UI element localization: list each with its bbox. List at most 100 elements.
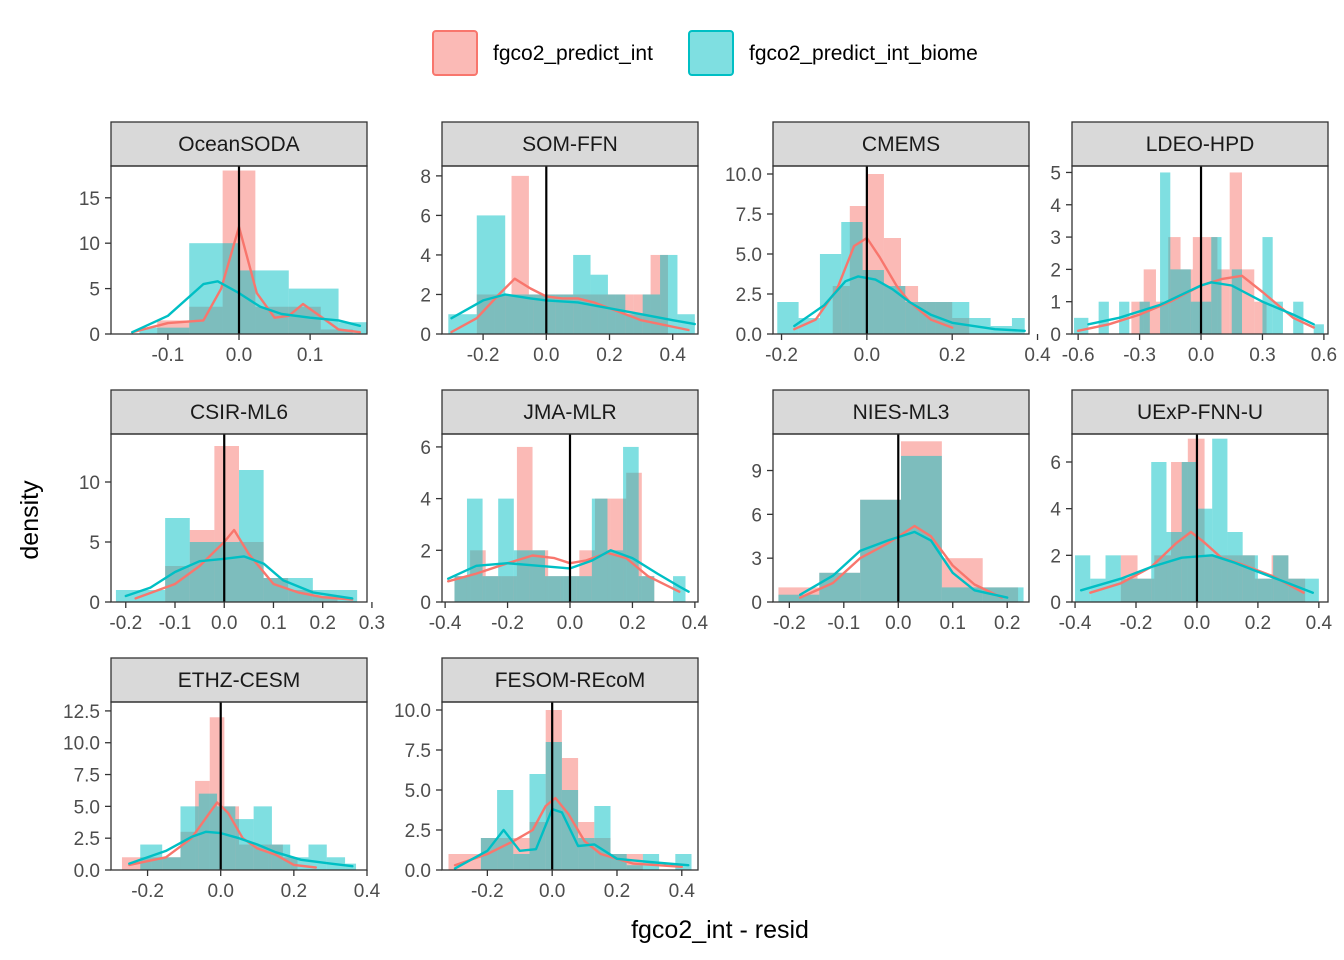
histogram-bar-jma-mlr-s1-b5	[529, 550, 546, 602]
legend: fgco2_predict_int fgco2_predict_int_biom…	[432, 30, 978, 76]
histogram-bar-ldeo-hpd-s1-b11	[1262, 237, 1273, 334]
x-tick-label-uexp-fnn-u-0: -0.4	[1059, 613, 1092, 634]
y-tick-label-jma-mlr-2: 4	[420, 490, 431, 511]
x-tick-label-csir-ml6-1: -0.1	[159, 613, 192, 634]
plot-area-jma-mlr	[447, 434, 690, 602]
y-tick-label-csir-ml6-0: 0	[89, 593, 100, 614]
histogram-bar-som-ffn-s1-b1	[476, 215, 506, 334]
y-tick-label-uexp-fnn-u-3: 6	[1050, 453, 1061, 474]
facet-strip-cmems	[772, 121, 1030, 167]
y-tick-label-nies-ml3-0: 0	[751, 593, 762, 614]
x-tick-label-oceansoda-1: 0.0	[226, 345, 252, 366]
histogram-bar-uexp-fnn-u-s1-b2	[1105, 555, 1121, 602]
y-tick-label-fesom-recom-1: 2.5	[405, 821, 431, 842]
histogram-bar-ldeo-hpd-s1-b6	[1180, 269, 1191, 334]
panel-ldeo-hpd: LDEO-HPD -0.6 -0.3 0.0 0.3 0.6 0 1 2 3 4 5	[1050, 121, 1337, 366]
histogram-bar-ldeo-hpd-s1-b5	[1170, 269, 1181, 334]
y-tick-label-ethz-cesm-1: 2.5	[74, 829, 100, 850]
x-tick-label-csir-ml6-4: 0.2	[309, 613, 335, 634]
y-tick-label-uexp-fnn-u-2: 4	[1050, 500, 1061, 521]
histogram-bar-csir-ml6-s1-b4	[214, 542, 239, 602]
x-tick-label-fesom-recom-2: 0.2	[604, 881, 630, 902]
facet-strip-label-cmems: CMEMS	[862, 133, 940, 156]
histogram-bar-som-ffn-s1-b5	[573, 254, 591, 334]
x-tick-label-fesom-recom-1: 0.0	[539, 881, 565, 902]
density-line-fesom-recom-s0	[453, 796, 683, 868]
histogram-bar-nies-ml3-s1-b0	[778, 594, 820, 602]
y-tick-label-uexp-fnn-u-1: 2	[1050, 546, 1061, 567]
x-tick-label-som-ffn-2: 0.2	[596, 345, 622, 366]
facet-strip-label-nies-ml3: NIES-ML3	[853, 401, 950, 424]
panel-ethz-cesm: ETHZ-CESM -0.2 0.0 0.2 0.4 0.0 2.5 5.0 7.5 10.0 12…	[63, 657, 381, 902]
facet-strip-ethz-cesm	[110, 657, 368, 703]
histogram-bar-csir-ml6-s1-b1	[140, 590, 166, 602]
x-tick-label-fesom-recom-0: -0.2	[471, 881, 504, 902]
y-tick-label-ethz-cesm-4: 10.0	[63, 734, 100, 755]
histogram-bar-oceansoda-s1-b4	[338, 322, 367, 334]
x-tick-label-jma-mlr-0: -0.4	[429, 613, 462, 634]
x-tick-label-cmems-3: 0.4	[1024, 345, 1051, 366]
histogram-bar-uexp-fnn-u-s1-b15	[1303, 578, 1319, 602]
x-tick-label-som-ffn-0: -0.2	[467, 345, 500, 366]
histogram-bar-ldeo-hpd-s0-b9	[1241, 269, 1255, 334]
x-axis-title: fgco2_int - resid	[631, 916, 809, 944]
panel-border-ldeo-hpd	[1071, 165, 1329, 335]
panel-border-cmems	[772, 165, 1030, 335]
x-tick-label-uexp-fnn-u-2: 0.0	[1184, 613, 1210, 634]
x-tick-label-csir-ml6-3: 0.1	[260, 613, 286, 634]
y-tick-label-ldeo-hpd-4: 4	[1050, 196, 1061, 217]
panel-som-ffn: SOM-FFN -0.2 0.0 0.2 0.4 0 2 4 6 8	[420, 121, 699, 366]
histogram-bar-som-ffn-s1-b4	[555, 294, 574, 334]
y-tick-label-ldeo-hpd-3: 3	[1050, 228, 1061, 249]
panel-border-uexp-fnn-u	[1071, 433, 1329, 603]
density-line-uexp-fnn-u-s1	[1079, 554, 1314, 594]
x-tick-label-nies-ml3-4: 0.2	[994, 613, 1020, 634]
facet-strip-label-uexp-fnn-u: UExP-FNN-U	[1137, 401, 1263, 424]
facet-strip-label-fesom-recom: FESOM-REcoM	[495, 669, 646, 692]
facet-strip-label-csir-ml6: CSIR-ML6	[190, 401, 288, 424]
panel-jma-mlr: JMA-MLR -0.4 -0.2 0.0 0.2 0.4 0 2 4 6	[420, 389, 709, 634]
histogram-bar-jma-mlr-s1-b9	[591, 498, 608, 602]
panel-border-som-ffn	[441, 165, 699, 335]
y-tick-label-nies-ml3-1: 3	[751, 549, 762, 570]
y-tick-label-csir-ml6-2: 10	[79, 473, 100, 494]
x-tick-label-cmems-0: -0.2	[765, 345, 798, 366]
facet-strip-label-ldeo-hpd: LDEO-HPD	[1146, 133, 1255, 156]
y-tick-label-cmems-0: 0.0	[736, 325, 762, 346]
panel-csir-ml6: CSIR-ML6 -0.2 -0.1 0.0 0.1 0.2 0.3 0 5 10	[79, 389, 385, 634]
histogram-bar-uexp-fnn-u-s1-b10	[1227, 532, 1243, 602]
histogram-bar-csir-ml6-s1-b2	[165, 518, 190, 602]
y-tick-label-uexp-fnn-u-0: 0	[1050, 593, 1061, 614]
y-tick-label-cmems-4: 10.0	[725, 165, 762, 186]
histogram-bar-cmems-s1-b2	[819, 254, 842, 334]
histogram-bar-uexp-fnn-u-s1-b0	[1075, 555, 1091, 602]
facet-strip-oceansoda	[110, 121, 368, 167]
y-tick-label-oceansoda-0: 0	[89, 325, 100, 346]
panel-border-ethz-cesm	[110, 701, 368, 871]
density-line-ethz-cesm-s0	[128, 801, 317, 869]
panel-uexp-fnn-u: UExP-FNN-U -0.4 -0.2 0.0 0.2 0.4 0 2 4 6	[1050, 389, 1332, 634]
y-tick-label-jma-mlr-0: 0	[420, 593, 431, 614]
facet-strip-label-jma-mlr: JMA-MLR	[523, 401, 616, 424]
density-line-som-ffn-s1	[450, 293, 696, 326]
histogram-bar-jma-mlr-s1-b2	[482, 576, 499, 602]
y-tick-label-som-ffn-0: 0	[420, 325, 431, 346]
x-tick-label-ethz-cesm-2: 0.2	[281, 881, 307, 902]
legend-key-fgco2-predict-int[interactable]	[432, 30, 478, 76]
y-tick-label-fesom-recom-2: 5.0	[405, 781, 431, 802]
density-line-cmems-s1	[793, 275, 1026, 332]
plot-area-uexp-fnn-u	[1075, 434, 1319, 602]
y-tick-label-ldeo-hpd-1: 1	[1050, 293, 1061, 314]
histogram-bar-fesom-recom-s1-b1	[497, 790, 514, 870]
legend-key-fgco2-predict-int-biome[interactable]	[688, 30, 734, 76]
histogram-bar-som-ffn-s1-b7	[607, 294, 626, 334]
density-line-jma-mlr-s1	[447, 549, 690, 593]
x-tick-label-oceansoda-2: 0.1	[297, 345, 323, 366]
histogram-bar-jma-mlr-s1-b1	[466, 498, 483, 602]
histogram-bar-ldeo-hpd-s1-b0	[1074, 317, 1089, 334]
histogram-bar-uexp-fnn-u-s1-b5	[1151, 462, 1167, 602]
x-tick-label-ldeo-hpd-1: -0.3	[1123, 345, 1156, 366]
histogram-bar-jma-mlr-s1-b6	[545, 576, 561, 602]
histogram-bar-ldeo-hpd-s1-b3	[1139, 301, 1150, 334]
histogram-bar-csir-ml6-s1-b3	[189, 542, 215, 602]
